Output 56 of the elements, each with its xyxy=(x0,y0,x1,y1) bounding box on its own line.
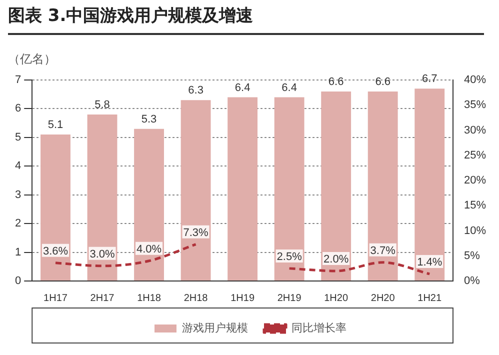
bar xyxy=(321,91,352,280)
y2-tick-label: 10% xyxy=(464,224,486,237)
y2-tick-label: 40% xyxy=(464,74,486,86)
bar xyxy=(180,100,211,280)
y-tick-label: 5 xyxy=(14,131,22,144)
chart-title: 图表 3.中国游戏用户规模及增速 xyxy=(8,4,484,35)
data-label: 2.0% xyxy=(324,253,349,266)
legend-label: 同比增长率 xyxy=(292,321,346,334)
data-label: 6.7 xyxy=(422,73,438,86)
y-tick-label: 4 xyxy=(14,160,22,172)
y2-tick-label: 35% xyxy=(464,99,486,112)
data-label: 5.8 xyxy=(94,98,110,111)
data-label: 2.5% xyxy=(276,250,302,263)
x-tick-label: 1H21 xyxy=(418,292,442,304)
y2-tick-label: 25% xyxy=(464,149,486,162)
y-tick-label: 6 xyxy=(14,102,22,115)
bar xyxy=(134,128,164,280)
data-label: 3.0% xyxy=(90,248,116,260)
y2-tick-label: 15% xyxy=(464,200,486,212)
x-tick-label: 2H20 xyxy=(370,292,396,304)
data-label: 4.0% xyxy=(136,243,162,256)
y2-tick-label: 30% xyxy=(464,124,486,136)
y2-tick-label: 5% xyxy=(464,250,480,262)
bar xyxy=(274,97,304,280)
x-tick-label: 2H19 xyxy=(277,292,302,304)
data-label: 3.7% xyxy=(370,244,396,257)
bar xyxy=(368,91,398,280)
y-axis-title: （亿名） xyxy=(8,52,56,66)
y-tick-label: 1 xyxy=(14,246,22,258)
x-tick-label: 1H18 xyxy=(137,292,162,304)
y-tick-label: 7 xyxy=(14,74,22,86)
data-label: 3.6% xyxy=(42,245,68,258)
data-label: 6.6 xyxy=(328,76,344,88)
y2-tick-label: 0% xyxy=(464,275,480,288)
data-label: 6.3 xyxy=(188,84,204,97)
x-tick-label: 1H17 xyxy=(44,292,68,304)
bar xyxy=(414,88,445,280)
y-tick-label: 2 xyxy=(14,218,22,230)
data-label: 1.4% xyxy=(417,256,442,268)
bar xyxy=(228,97,258,280)
x-tick-label: 1H19 xyxy=(230,292,255,304)
y-tick-label: 0 xyxy=(14,275,22,288)
y-tick-label: 3 xyxy=(14,188,22,201)
bar xyxy=(40,134,70,280)
data-label: 6.6 xyxy=(375,76,390,88)
data-label: 6.4 xyxy=(282,82,297,94)
data-label: 6.4 xyxy=(234,82,250,94)
x-tick-label: 2H17 xyxy=(90,292,115,304)
x-tick-label: 1H20 xyxy=(324,292,348,304)
x-tick-label: 2H18 xyxy=(184,292,208,304)
data-label: 7.3% xyxy=(183,226,209,239)
legend-label: 游戏用户规模 xyxy=(182,321,248,334)
data-label: 5.3 xyxy=(141,113,157,126)
bar xyxy=(87,114,118,280)
y2-tick-label: 20% xyxy=(464,174,486,187)
data-label: 5.1 xyxy=(48,119,64,132)
